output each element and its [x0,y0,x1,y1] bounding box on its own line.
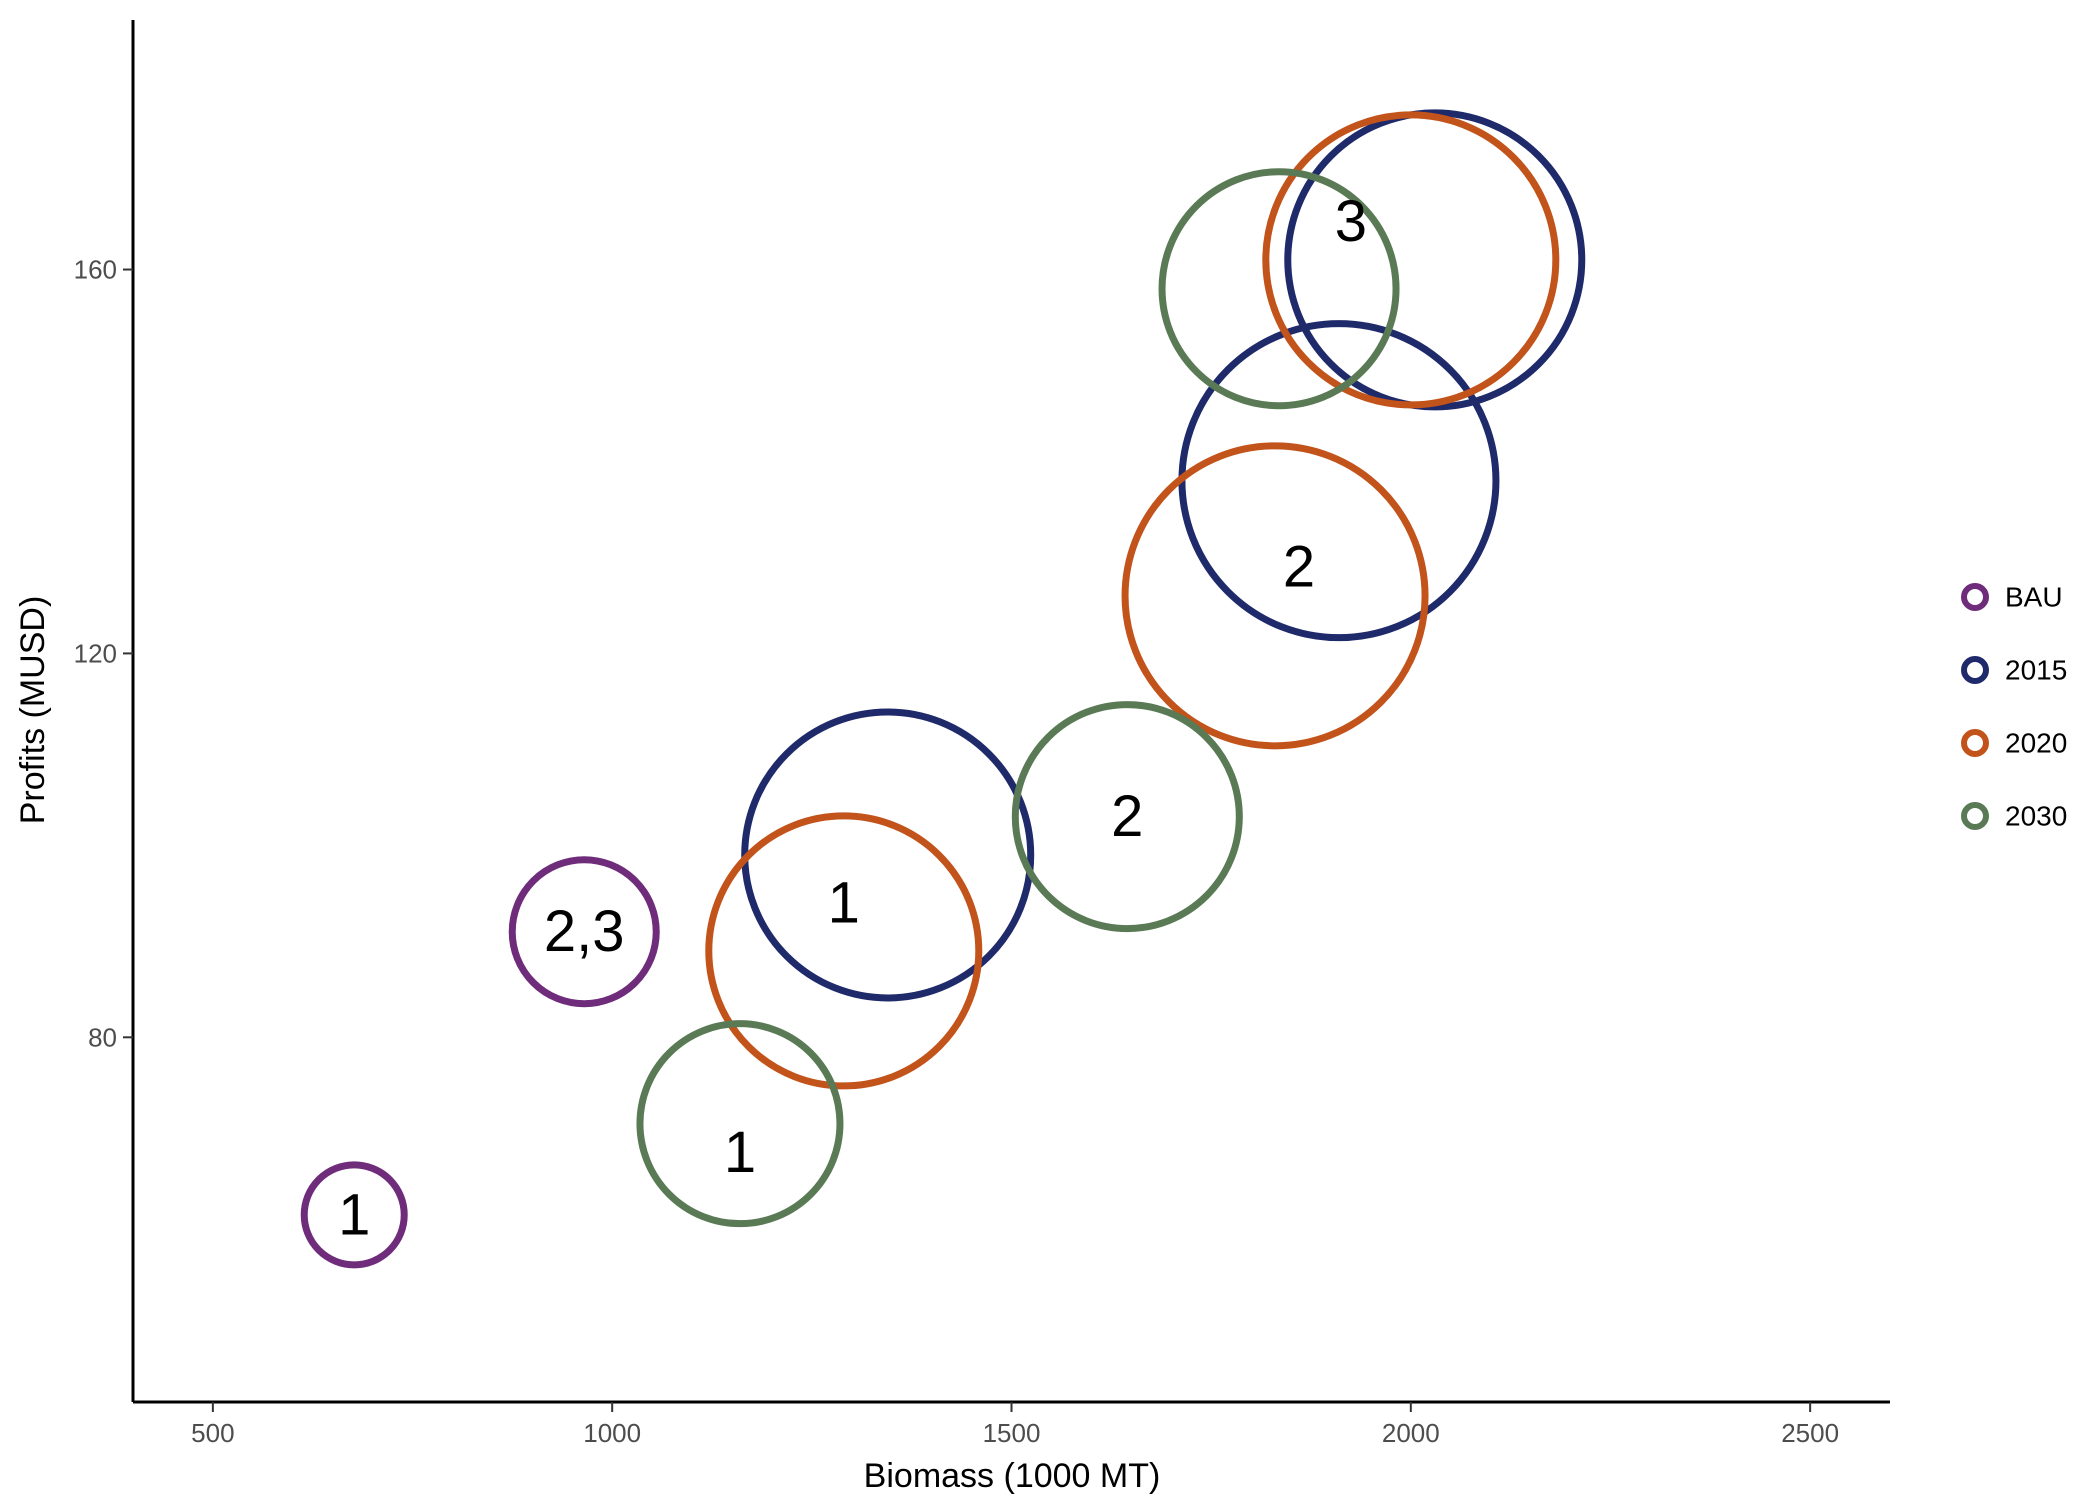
x-tick-label: 1000 [583,1418,641,1448]
x-ticks: 500 1000 1500 2000 2500 [191,1402,1839,1448]
bubble-2020-2 [1121,442,1429,750]
bubble-bau-1 [300,1161,408,1269]
bubble-2030-2 [1011,701,1243,933]
bubble-label: 2 [1111,784,1143,849]
legend-key-2020 [1961,729,1989,757]
bubble-bau-2 [508,856,660,1008]
bubble-label: 1 [724,1120,756,1185]
legend-label-2020: 2020 [2005,728,2067,759]
x-tick-label: 2000 [1382,1418,1440,1448]
x-tick-label: 1500 [983,1418,1041,1448]
y-tick-label: 120 [74,638,117,668]
x-tick-label: 2500 [1781,1418,1839,1448]
bubble-2020-1 [705,812,983,1090]
x-tick-label: 500 [191,1418,234,1448]
legend-label-2015: 2015 [2005,655,2067,686]
legend: BAU 2015 2020 2030 [1961,582,2067,832]
bubbles-layer [300,109,1586,1269]
bubble-label: 1 [828,870,860,935]
legend-label-2030: 2030 [2005,801,2067,832]
y-tick-label: 160 [74,255,117,285]
legend-key-bau [1961,583,1989,611]
bubble-label: 1 [338,1182,370,1247]
bubble-2030-1 [636,1020,844,1228]
bubble-2015-1 [741,708,1035,1002]
bubble-2015-3 [1284,109,1586,411]
bubble-label: 3 [1335,189,1367,254]
y-ticks: 80 120 160 [74,255,133,1052]
y-axis-title: Profits (MUSD) [14,596,52,825]
y-tick-label: 80 [88,1022,117,1052]
legend-key-2015 [1961,656,1989,684]
bubble-label: 2,3 [544,899,625,964]
bubble-2020-3 [1262,111,1560,409]
legend-key-2030 [1961,802,1989,830]
bubble-2030-3 [1158,168,1400,410]
annotations-layer: 1 2,3 1 1 2 2 3 [338,189,1367,1247]
bubble-label: 2 [1283,535,1315,600]
x-axis-title: Biomass (1000 MT) [864,1457,1161,1495]
legend-label-bau: BAU [2005,582,2063,613]
